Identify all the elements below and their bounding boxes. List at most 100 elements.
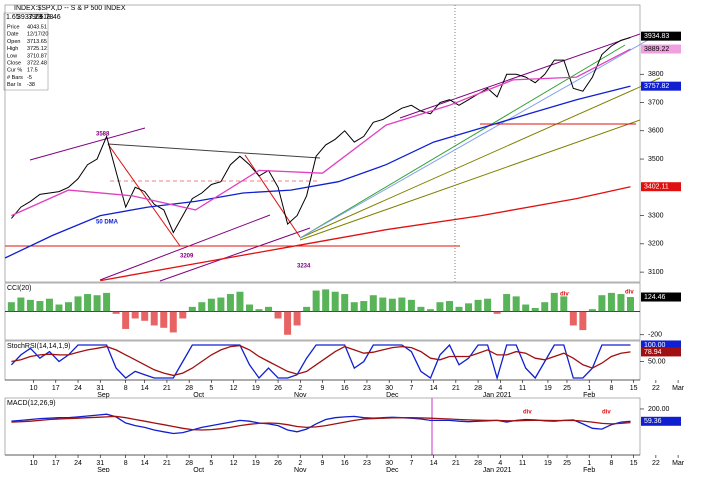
info-label: Low xyxy=(7,53,17,59)
cci-bar xyxy=(188,306,196,312)
x-tick-label: 14 xyxy=(430,460,438,467)
x-tick-label: 2 xyxy=(298,385,302,392)
annotation: 50 DMA xyxy=(96,220,119,226)
cci-bar xyxy=(207,298,215,312)
quote-value: 1.65 xyxy=(6,14,20,21)
value-marker xyxy=(641,44,681,54)
cci-bar xyxy=(103,292,111,312)
cci-bar xyxy=(26,299,34,312)
cci-bar xyxy=(17,297,25,312)
info-label: Bar Ix xyxy=(7,82,22,88)
x-tick-label: 9 xyxy=(321,385,325,392)
cci-bar xyxy=(426,309,434,312)
quote-value: 3937.23 xyxy=(17,14,42,21)
x-tick-label: 8 xyxy=(609,460,613,467)
cci-bar xyxy=(7,302,15,312)
x-tick-label: 7 xyxy=(409,385,413,392)
x-axis: 10 17 24 31 8 14 21 28 5 12 19 26 2 9 16 23 30 7 14 21 28 4 11… xyxy=(5,454,685,474)
cci-bar xyxy=(93,295,101,312)
cci-bar xyxy=(493,311,501,314)
x-tick-label: Mar xyxy=(672,460,685,467)
annotation: 3209 xyxy=(180,254,194,260)
x-tick-label: 28 xyxy=(474,385,482,392)
cci-bar xyxy=(74,296,82,312)
trend-line xyxy=(244,154,301,238)
cci-bar xyxy=(407,299,415,312)
x-tick-label: 23 xyxy=(363,460,371,467)
cci-bar xyxy=(169,311,177,333)
value-marker xyxy=(641,31,681,41)
x-tick-label: 14 xyxy=(141,385,149,392)
cci-bar xyxy=(179,311,187,319)
cci-bar xyxy=(484,298,492,312)
x-tick-label: 1 xyxy=(587,460,591,467)
value-marker xyxy=(641,340,681,350)
cci-bar xyxy=(122,311,130,329)
info-value: 17.5 xyxy=(27,68,38,74)
cci-bar xyxy=(141,311,149,321)
x-tick-label: Mar xyxy=(672,385,685,392)
value-marker-label: 78.94 xyxy=(644,349,662,356)
cci-bar xyxy=(36,301,44,312)
cci-bar xyxy=(388,298,396,312)
cci-bar xyxy=(617,294,625,312)
info-box xyxy=(3,12,49,91)
trend-line xyxy=(299,39,649,239)
cci-bar xyxy=(331,291,339,312)
value-marker-label: 100.00 xyxy=(644,342,666,349)
cci-bar xyxy=(626,297,634,312)
cci-bar xyxy=(398,297,406,312)
value-marker xyxy=(641,416,681,426)
cci-bar xyxy=(312,290,320,312)
cci-bar xyxy=(65,302,72,312)
cci-bar xyxy=(503,294,511,312)
value-marker-label: 3757.82 xyxy=(644,83,669,90)
cci-bar xyxy=(512,296,520,312)
panel-title: CCI(20) xyxy=(7,285,32,292)
x-tick-label: 5 xyxy=(209,385,213,392)
x-tick-label: 19 xyxy=(544,460,552,467)
x-month-label: Jan 2021 xyxy=(483,392,512,399)
x-month-label: Nov xyxy=(294,392,307,399)
cci-bar xyxy=(131,311,139,319)
cci-bar xyxy=(226,294,234,312)
annotation: 3588 xyxy=(96,132,110,138)
cci-bar xyxy=(236,291,244,312)
value-marker xyxy=(641,347,681,357)
x-tick-label: 9 xyxy=(321,460,325,467)
x-tick-label: 15 xyxy=(630,460,638,467)
value-marker xyxy=(641,292,681,302)
y-tick-label: 3600 xyxy=(648,128,664,135)
x-month-label: Sep xyxy=(97,392,110,399)
cci-bar xyxy=(522,304,530,312)
x-month-label: Dec xyxy=(386,467,399,472)
x-tick-label: 8 xyxy=(609,385,613,392)
x-tick-label: 22 xyxy=(652,385,660,392)
x-month-label: Nov xyxy=(294,467,307,472)
cci-bar xyxy=(550,292,558,312)
trend-line xyxy=(99,214,271,281)
series-line xyxy=(11,37,631,234)
series-line xyxy=(10,343,631,381)
x-tick-label: 19 xyxy=(544,385,552,392)
x-tick-label: 2 xyxy=(298,460,302,467)
x-tick-label: 26 xyxy=(274,460,282,467)
series-line xyxy=(11,48,631,217)
cci-bar xyxy=(265,306,273,312)
cci-bar xyxy=(598,295,606,312)
trend-line xyxy=(29,127,146,161)
info-label: High xyxy=(7,46,18,52)
quote-value: +18.46 xyxy=(39,14,61,21)
y-tick-label: 3800 xyxy=(648,71,664,78)
x-tick-label: 8 xyxy=(124,460,128,467)
cci-bar xyxy=(560,296,568,312)
panel-title: MACD(12,26,9) xyxy=(7,400,56,407)
cci-bar xyxy=(588,309,596,312)
x-tick-label: 4 xyxy=(498,385,502,392)
value-marker-label: 124.46 xyxy=(644,294,666,301)
cci-bar xyxy=(303,306,311,312)
info-label: Cur % xyxy=(7,68,22,74)
cci-bar xyxy=(531,308,539,312)
trend-line xyxy=(399,33,641,119)
